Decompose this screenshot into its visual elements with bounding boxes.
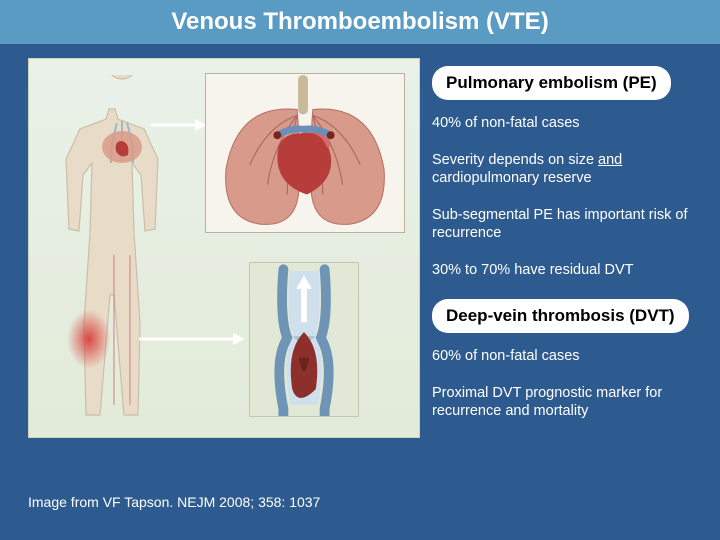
pe-heading: Pulmonary embolism (PE): [446, 73, 657, 92]
title-bar: Venous Thromboembolism (VTE): [0, 0, 720, 44]
pe-heading-pill: Pulmonary embolism (PE): [432, 66, 671, 100]
pe-bullet-3: Sub-segmental PE has important risk of r…: [432, 206, 704, 243]
medical-figure: [28, 58, 420, 438]
dvt-heading: Deep-vein thrombosis (DVT): [446, 306, 675, 325]
vein-inset: [249, 262, 359, 417]
image-citation: Image from VF Tapson. NEJM 2008; 358: 10…: [28, 494, 320, 510]
pe-bullet-1: 40% of non-fatal cases: [432, 114, 704, 133]
page-title: Venous Thromboembolism (VTE): [171, 8, 548, 35]
figure-column: Image from VF Tapson. NEJM 2008; 358: 10…: [0, 44, 430, 538]
connector-arrow-vein: [137, 329, 247, 349]
dvt-bullet-2: Proximal DVT prognostic marker for recur…: [432, 384, 704, 421]
pe-bullet-2: Severity depends on size and cardiopulmo…: [432, 151, 704, 188]
text-column: Pulmonary embolism (PE) 40% of non-fatal…: [430, 44, 720, 538]
connector-arrow-lungs: [149, 115, 209, 135]
dvt-heading-pill: Deep-vein thrombosis (DVT): [432, 299, 689, 333]
dvt-leg-highlight: [67, 309, 111, 369]
content-area: Image from VF Tapson. NEJM 2008; 358: 10…: [0, 44, 720, 538]
pe-bullet-4: 30% to 70% have residual DVT: [432, 261, 704, 280]
lungs-inset: [205, 73, 405, 233]
dvt-bullet-1: 60% of non-fatal cases: [432, 347, 704, 366]
